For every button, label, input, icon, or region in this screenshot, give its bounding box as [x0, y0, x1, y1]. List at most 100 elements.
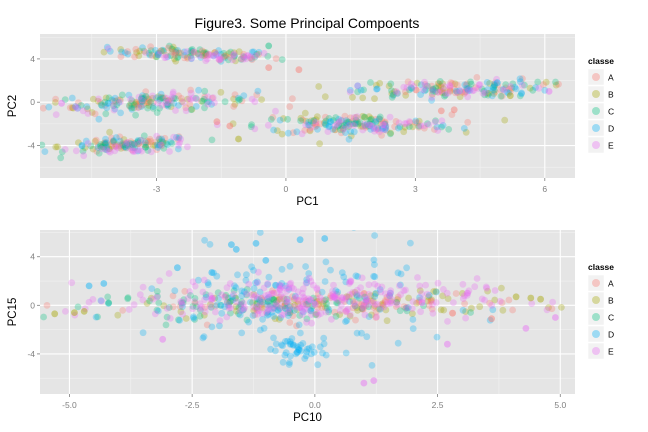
data-point-D [368, 362, 376, 369]
data-point-D [164, 53, 172, 61]
data-point-E [304, 306, 311, 314]
data-point-A [378, 301, 385, 308]
data-point-E [138, 147, 146, 155]
data-point-C [138, 97, 146, 105]
data-point-E [207, 303, 214, 311]
data-point-E [204, 100, 212, 108]
data-point-A [168, 97, 176, 104]
data-point-D [110, 137, 118, 144]
data-point-E [549, 298, 556, 306]
data-point-E [260, 49, 268, 57]
data-point-C [40, 313, 47, 321]
data-point-A [348, 118, 356, 125]
data-point-C [97, 101, 105, 109]
data-point-B [140, 47, 148, 55]
data-point-D [382, 124, 389, 132]
data-point-E [162, 99, 170, 106]
data-point-E [299, 289, 306, 297]
data-point-E [264, 121, 272, 129]
data-point-B [354, 307, 361, 314]
data-point-C [227, 297, 235, 305]
data-point-B [275, 316, 283, 323]
data-point-E [332, 292, 339, 299]
data-point-A [286, 319, 294, 326]
data-point-E [528, 300, 536, 307]
data-point-C [345, 118, 353, 126]
data-point-A [148, 52, 156, 59]
data-point-E [423, 82, 430, 90]
data-point-B [352, 120, 360, 127]
data-point-E [280, 293, 287, 301]
data-point-C [237, 300, 245, 308]
data-point-D [416, 294, 423, 301]
data-point-C [256, 298, 264, 306]
data-point-C [436, 78, 444, 85]
data-point-D [307, 307, 314, 314]
data-point-E [308, 319, 315, 327]
data-point-A [350, 300, 357, 308]
data-point-E [282, 298, 290, 305]
data-point-E [290, 303, 298, 310]
data-point-E [178, 300, 186, 308]
data-point-D [397, 270, 405, 278]
data-point-D [270, 334, 277, 342]
data-point-B [499, 306, 507, 314]
data-point-D [215, 47, 223, 54]
data-point-B [508, 84, 516, 92]
data-point-B [54, 143, 61, 151]
data-point-E [329, 287, 336, 295]
data-point-D [287, 352, 294, 360]
data-point-E [386, 292, 393, 300]
data-point-D [116, 137, 124, 145]
data-point-D [417, 91, 424, 98]
data-point-A [286, 103, 294, 110]
data-point-A [240, 50, 248, 58]
data-point-D [332, 287, 340, 295]
data-point-C [177, 299, 185, 307]
data-point-E [378, 283, 386, 291]
data-point-B [198, 97, 206, 105]
data-point-B [145, 95, 152, 103]
data-point-A [386, 292, 394, 299]
data-point-B [232, 57, 239, 65]
data-point-D [291, 306, 298, 314]
legend-key-C [587, 308, 605, 326]
data-point-C [110, 138, 117, 145]
data-point-C [144, 104, 152, 112]
data-point-D [322, 258, 330, 266]
data-point-E [337, 301, 345, 309]
data-point-C [366, 116, 374, 124]
data-point-D [505, 89, 512, 97]
data-point-E [388, 296, 396, 303]
data-point-B [440, 306, 448, 314]
data-point-D [381, 126, 389, 133]
data-point-C [467, 80, 475, 88]
data-point-D [376, 286, 384, 293]
data-point-E [442, 90, 450, 98]
data-point-D [270, 126, 277, 134]
data-point-D [305, 270, 313, 277]
data-point-E [434, 88, 442, 96]
data-point-A [392, 118, 400, 125]
data-point-E [311, 300, 319, 308]
data-point-A [263, 309, 271, 317]
data-point-B [188, 49, 196, 56]
data-point-E [463, 292, 471, 299]
data-point-E [446, 83, 454, 90]
data-point-D [295, 344, 302, 352]
data-point-E [299, 302, 306, 310]
data-point-E [240, 53, 248, 60]
data-point-A [150, 99, 157, 106]
data-point-E [382, 290, 389, 298]
data-point-E [189, 278, 197, 286]
data-point-B [316, 140, 323, 148]
data-point-C [187, 292, 194, 299]
data-point-D [139, 329, 147, 337]
data-point-A [505, 296, 513, 304]
data-point-B [315, 83, 323, 90]
data-point-D [82, 137, 90, 145]
data-point-C [153, 306, 161, 314]
data-point-E [243, 290, 250, 298]
data-point-A [118, 142, 126, 149]
data-point-D [342, 278, 350, 286]
